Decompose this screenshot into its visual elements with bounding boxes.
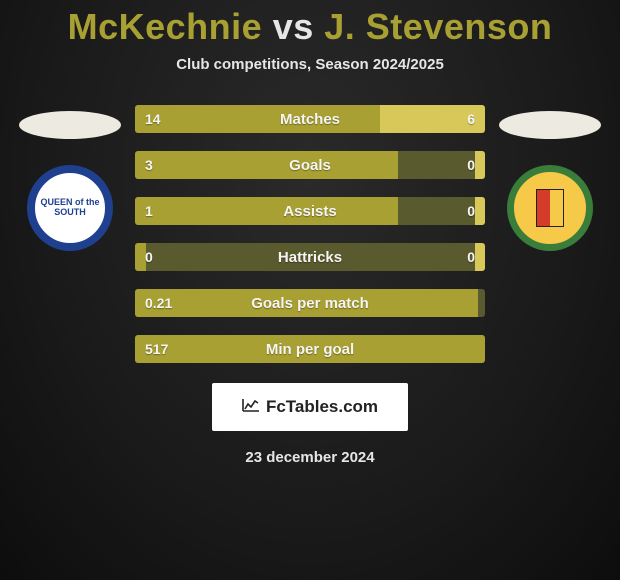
stat-bar-left-value: 1 — [145, 203, 153, 219]
player1-avatar-disc — [19, 111, 121, 139]
stat-bar-left-value: 3 — [145, 157, 153, 173]
stat-bar-label: Matches — [280, 111, 340, 128]
stat-bar-left-fill — [135, 105, 380, 133]
stat-bar-label: Goals per match — [251, 295, 369, 312]
stat-bar-row: 0.21 Goals per match — [135, 289, 485, 317]
team1-badge: QUEEN of the SOUTH — [27, 165, 113, 251]
stat-bar-label: Hattricks — [278, 249, 342, 266]
footer-date: 23 december 2024 — [245, 449, 374, 466]
stat-bar-row: 517 Min per goal — [135, 335, 485, 363]
stat-bar-label: Goals — [289, 157, 331, 174]
comparison-body: QUEEN of the SOUTH 14 6 Matches 3 0 Goals 1 0 As… — [0, 105, 620, 363]
stat-bar-row: 14 6 Matches — [135, 105, 485, 133]
stat-bar-row: 0 0 Hattricks — [135, 243, 485, 271]
player2-avatar-disc — [499, 111, 601, 139]
team2-badge — [507, 165, 593, 251]
team1-badge-text: QUEEN of the SOUTH — [35, 198, 105, 218]
stat-bar-right-value: 0 — [467, 157, 475, 173]
player2-name: J. Stevenson — [324, 6, 552, 47]
vs-label: vs — [273, 6, 314, 47]
site-badge: FcTables.com — [212, 383, 408, 431]
stat-bar-left-fill — [135, 197, 398, 225]
stat-bar-left-value: 0.21 — [145, 295, 172, 311]
stat-bar-right-value: 0 — [467, 249, 475, 265]
stat-bar-row: 1 0 Assists — [135, 197, 485, 225]
stat-bar-right-fill — [475, 243, 486, 271]
stat-bar-left-value: 517 — [145, 341, 168, 357]
left-side: QUEEN of the SOUTH — [5, 105, 135, 251]
stat-bars-group: 14 6 Matches 3 0 Goals 1 0 Assists 0 0 Hattricks 0.2… — [135, 105, 485, 363]
stat-bar-label: Assists — [283, 203, 336, 220]
stat-bar-row: 3 0 Goals — [135, 151, 485, 179]
comparison-title: McKechnie vs J. Stevenson — [68, 6, 553, 48]
stat-bar-right-fill — [475, 151, 486, 179]
player1-name: McKechnie — [68, 6, 263, 47]
stat-bar-left-value: 0 — [145, 249, 153, 265]
right-side — [485, 105, 615, 251]
stat-bar-right-fill — [475, 197, 486, 225]
subtitle: Club competitions, Season 2024/2025 — [176, 56, 444, 73]
stat-bar-label: Min per goal — [266, 341, 354, 358]
stat-bar-left-value: 14 — [145, 111, 161, 127]
stat-bar-right-value: 6 — [467, 111, 475, 127]
site-name: FcTables.com — [266, 397, 378, 417]
chart-icon — [242, 398, 260, 416]
stat-bar-left-fill — [135, 243, 146, 271]
stat-bar-left-fill — [135, 151, 398, 179]
stat-bar-right-value: 0 — [467, 203, 475, 219]
